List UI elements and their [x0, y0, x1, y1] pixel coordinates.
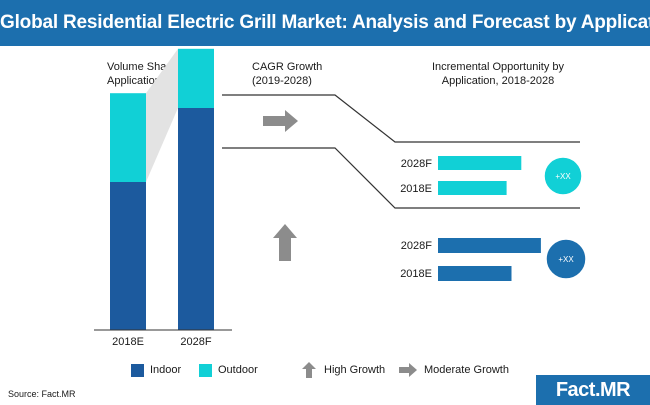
indoor-bar-label-2018e: 2018E	[400, 268, 432, 280]
stack-category-label: 2018E	[112, 336, 144, 348]
outdoor-bar-2018e	[438, 181, 507, 195]
stack-bar-outdoor-2028f	[178, 48, 214, 108]
brand-logo-text: Fact.MR	[555, 379, 631, 401]
legend-outdoor-label: Outdoor	[218, 364, 258, 376]
header-banner: Global Residential Electric Grill Market…	[0, 0, 650, 46]
bar-connector-shade	[146, 48, 178, 182]
legend-indoor: Indoor	[131, 361, 181, 379]
indoor-swatch	[131, 363, 144, 377]
legend-moderate-growth: Moderate Growth	[398, 361, 509, 379]
outdoor-bar-label-2028f: 2028F	[401, 158, 432, 170]
moderate-growth-arrow-icon	[263, 110, 298, 132]
legend-moderate-growth-label: Moderate Growth	[424, 364, 509, 376]
funnel-line-bottom	[222, 147, 580, 209]
stack-bar-indoor-2018e	[110, 182, 146, 330]
cagr-growth-label: CAGR Growth (2019-2028)	[252, 61, 323, 87]
indoor-bar-2018e	[438, 266, 512, 281]
page-title: Global Residential Electric Grill Market…	[0, 12, 650, 33]
outdoor-bar-label-2018e: 2018E	[400, 183, 432, 195]
outdoor-swatch	[199, 363, 212, 377]
indoor-badge	[545, 238, 587, 280]
incremental-opportunity-label: Incremental Opportunity by Application, …	[431, 61, 565, 87]
outdoor-badge-text: +XX	[555, 172, 571, 181]
legend-right-arrow-icon	[399, 363, 417, 377]
outdoor-badge	[543, 156, 583, 196]
stack-category-label: 2028F	[180, 336, 211, 348]
indoor-badge-text: +XX	[558, 255, 574, 264]
legend-high-growth: High Growth	[300, 361, 385, 379]
funnel-line-top	[222, 94, 580, 143]
outdoor-bar-2028f	[438, 156, 522, 170]
indoor-bar-2028f	[438, 238, 541, 253]
high-growth-arrow-icon	[273, 224, 297, 261]
legend-up-arrow-icon	[302, 362, 316, 378]
stack-bar-indoor-2028f	[178, 108, 214, 330]
legend-high-growth-label: High Growth	[324, 364, 386, 376]
indoor-bar-label-2028f: 2028F	[401, 240, 432, 252]
legend-outdoor: Outdoor	[199, 361, 258, 379]
legend-indoor-label: Indoor	[150, 364, 182, 376]
stack-bar-outdoor-2018e	[110, 93, 146, 182]
brand-logo: Fact.MR	[536, 375, 650, 405]
source-note: Source: Fact.MR	[8, 389, 76, 399]
